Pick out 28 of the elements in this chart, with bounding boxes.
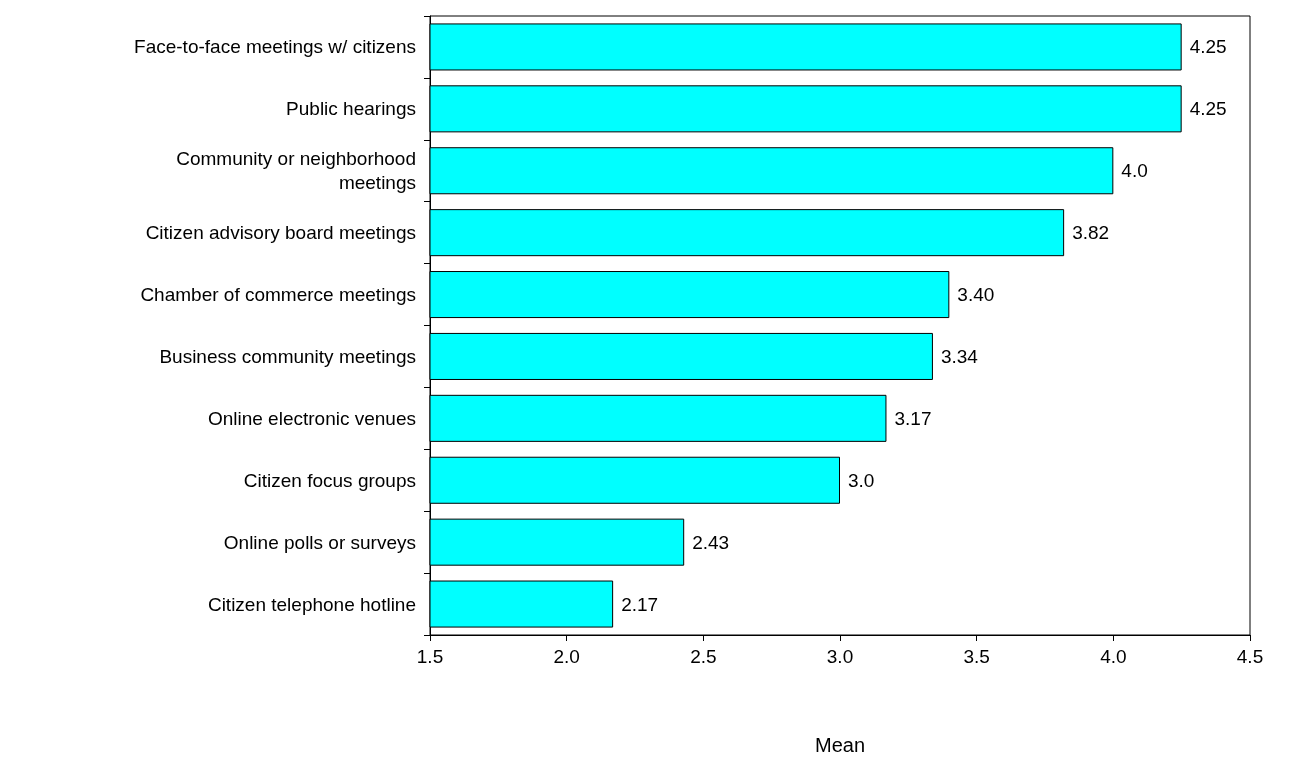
- data-label: 4.25: [1189, 36, 1227, 58]
- y-tick-label: Community or neighborhood meetings: [176, 148, 416, 194]
- y-tick-label: Face-to-face meetings w/ citizens: [134, 36, 416, 58]
- y-tick-label: Citizen focus groups: [243, 469, 416, 491]
- data-label: 3.82: [1072, 222, 1110, 244]
- y-tick-label: Chamber of commerce meetings: [140, 284, 416, 306]
- data-label: 2.43: [692, 531, 730, 553]
- y-tick-label: Citizen advisory board meetings: [145, 222, 416, 244]
- x-tick-label: 2.0: [553, 646, 580, 667]
- data-label: 3.17: [894, 407, 932, 429]
- y-tick-label: Online polls or surveys: [223, 531, 416, 553]
- data-label: 4.25: [1189, 98, 1227, 120]
- data-label: 3.40: [957, 284, 995, 306]
- x-tick-label: 2.5: [690, 646, 717, 667]
- data-label: 3.34: [940, 345, 979, 367]
- x-tick-label: 1.5: [416, 646, 444, 667]
- y-tick-label: Public hearings: [286, 98, 416, 120]
- y-tick-label: Citizen telephone hotline: [207, 593, 416, 615]
- y-tick-label: Online electronic venues: [207, 407, 416, 429]
- y-tick-label: Business community meetings: [159, 345, 416, 367]
- x-tick-label: 4.0: [1100, 646, 1127, 667]
- data-label: 4.0: [1121, 160, 1148, 182]
- x-tick-label: 3.0: [826, 646, 854, 667]
- x-tick-label: 4.5: [1236, 646, 1264, 667]
- x-tick-label: 3.5: [963, 646, 990, 667]
- data-label: 2.17: [621, 593, 659, 615]
- x-axis-title: Mean: [814, 734, 866, 756]
- data-label: 3.0: [848, 469, 875, 491]
